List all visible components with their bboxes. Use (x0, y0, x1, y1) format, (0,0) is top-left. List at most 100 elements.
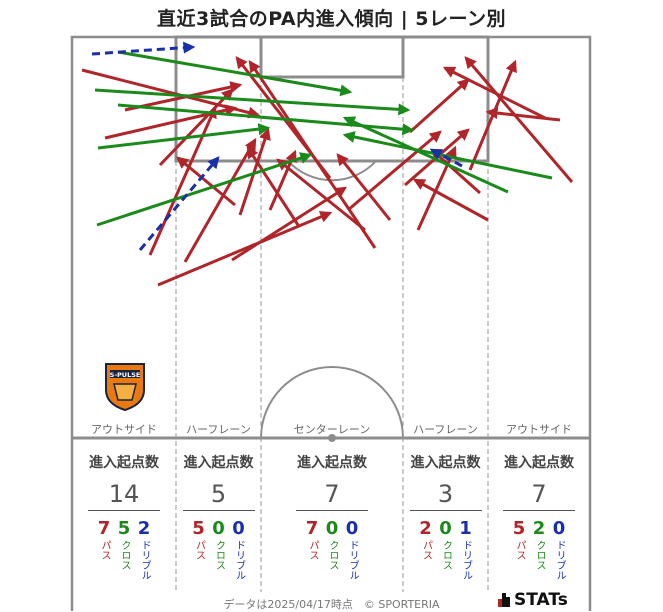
lane-label-outside-left: アウトサイド (91, 423, 157, 436)
stat-total: 14 (108, 480, 140, 508)
center-spot (328, 434, 336, 442)
pass-label: パス (514, 540, 525, 560)
lane-label-center: センターレーン (293, 423, 371, 436)
stats-logo-icon (498, 593, 510, 607)
stat-total: 7 (531, 480, 547, 508)
stat-total: 5 (210, 480, 227, 508)
cross-label: クロス (534, 540, 545, 570)
pass-arrow (347, 130, 442, 212)
penalty-arc (287, 160, 377, 182)
dribble-label: ドリブル (347, 540, 358, 580)
brand-name: STATs (514, 590, 568, 610)
dribble-count: 0 (232, 518, 245, 539)
lane-stats-center: 進入起点数 7 7 パス 0 クロス 0 ドリブル (261, 452, 403, 580)
pass-arrow (408, 78, 470, 134)
dribble-count: 2 (137, 518, 151, 539)
cross-label: クロス (440, 540, 452, 570)
cross-label: クロス (213, 540, 225, 570)
cross-count: 0 (212, 518, 225, 539)
stat-header: 進入起点数 (504, 455, 574, 471)
center-circle (260, 366, 404, 439)
dribble-arrow (91, 41, 196, 56)
pass-label: パス (99, 540, 110, 560)
cross-count: 0 (325, 518, 339, 539)
cross-arrow (117, 50, 353, 97)
dribble-label: ドリブル (460, 540, 472, 580)
pass-arrow (158, 88, 234, 167)
dribble-arrow (429, 148, 463, 168)
cross-arrow (342, 116, 509, 194)
stat-breakdown: 7 パス 0 クロス 0 ドリブル (261, 518, 403, 581)
pass-label: パス (420, 540, 432, 560)
pass-arrow (336, 153, 392, 221)
dribble-count: 1 (459, 518, 472, 539)
pass-arrow (464, 56, 574, 183)
stat-total: 3 (437, 480, 454, 508)
lane-label-outside-right: アウトサイド (506, 423, 572, 436)
stat-breakdown: 5 パス 0 クロス 0 ドリブル (176, 518, 261, 581)
pass-arrow (176, 156, 236, 207)
dribble-label: ドリブル (139, 540, 150, 580)
lane-label-halfspace-left: ハーフレーン (186, 423, 251, 436)
cross-arrow (97, 123, 271, 150)
stat-divider (409, 510, 482, 511)
lane-dividers (175, 77, 489, 592)
dribble-label: ドリブル (554, 540, 565, 580)
lane-stats-halfspace-left: 進入起点数 5 5 パス 0 クロス 0 ドリブル (176, 452, 261, 580)
lane-label-halfspace-right: ハーフレーン (413, 423, 478, 436)
stat-header: 進入起点数 (297, 455, 367, 471)
cross-count: 0 (439, 518, 452, 539)
pass-count: 5 (512, 518, 526, 539)
stat-breakdown: 7 パス 5 クロス 2 ドリブル (78, 518, 170, 581)
lane-stats-outside-right: 進入起点数 7 5 パス 2 クロス 0 ドリブル (493, 452, 585, 580)
cross-arrow (96, 152, 313, 227)
pass-arrow (148, 105, 217, 256)
stat-header: 進入起点数 (410, 455, 481, 471)
stat-total: 7 (324, 480, 340, 508)
pass-label: パス (193, 540, 205, 560)
dribble-count: 0 (345, 518, 359, 539)
lane-stats-halfspace-right: 進入起点数 3 2 パス 0 クロス 1 ドリブル (403, 452, 488, 580)
cross-count: 2 (532, 518, 546, 539)
pass-arrow (183, 137, 257, 263)
pass-count: 7 (97, 518, 111, 539)
pass-arrow (246, 145, 300, 226)
dribble-arrows (91, 41, 463, 251)
pass-arrow (276, 158, 366, 232)
team-crest-icon: S-PULSE (105, 363, 145, 412)
lane-stats-outside-left: 進入起点数 14 7 パス 5 クロス 2 ドリブル (78, 452, 170, 580)
stat-divider (88, 510, 160, 511)
pass-count: 5 (192, 518, 205, 539)
cross-arrow (94, 88, 411, 116)
pass-arrow (412, 178, 489, 222)
stats-brand-logo: STATs (498, 590, 568, 610)
cross-arrow (342, 131, 553, 180)
pass-count: 2 (419, 518, 432, 539)
stat-divider (503, 510, 575, 511)
pass-arrows (81, 56, 574, 287)
cross-label: クロス (119, 540, 130, 570)
dribble-label: ドリブル (233, 540, 245, 580)
pass-arrow (485, 107, 561, 122)
stat-breakdown: 5 パス 2 クロス 0 ドリブル (493, 518, 585, 581)
stat-header: 進入起点数 (183, 455, 254, 471)
stat-divider (182, 510, 255, 511)
dribble-count: 0 (552, 518, 566, 539)
pass-arrow (468, 59, 517, 171)
pass-arrow (416, 145, 457, 231)
stat-divider (296, 510, 368, 511)
cross-label: クロス (327, 540, 338, 570)
svg-text:S-PULSE: S-PULSE (110, 371, 141, 379)
cross-arrows (94, 50, 553, 227)
goal-area (259, 35, 405, 79)
pass-label: パス (307, 540, 318, 560)
pass-arrow (248, 60, 377, 249)
dribble-arrow (138, 156, 220, 251)
stat-header: 進入起点数 (89, 455, 159, 471)
pass-arrow (157, 211, 333, 287)
cross-count: 5 (117, 518, 131, 539)
stat-breakdown: 2 パス 0 クロス 1 ドリブル (403, 518, 488, 581)
footer-credit: データは2025/04/17時点 © SPORTERIA (223, 598, 440, 611)
pass-count: 7 (305, 518, 319, 539)
